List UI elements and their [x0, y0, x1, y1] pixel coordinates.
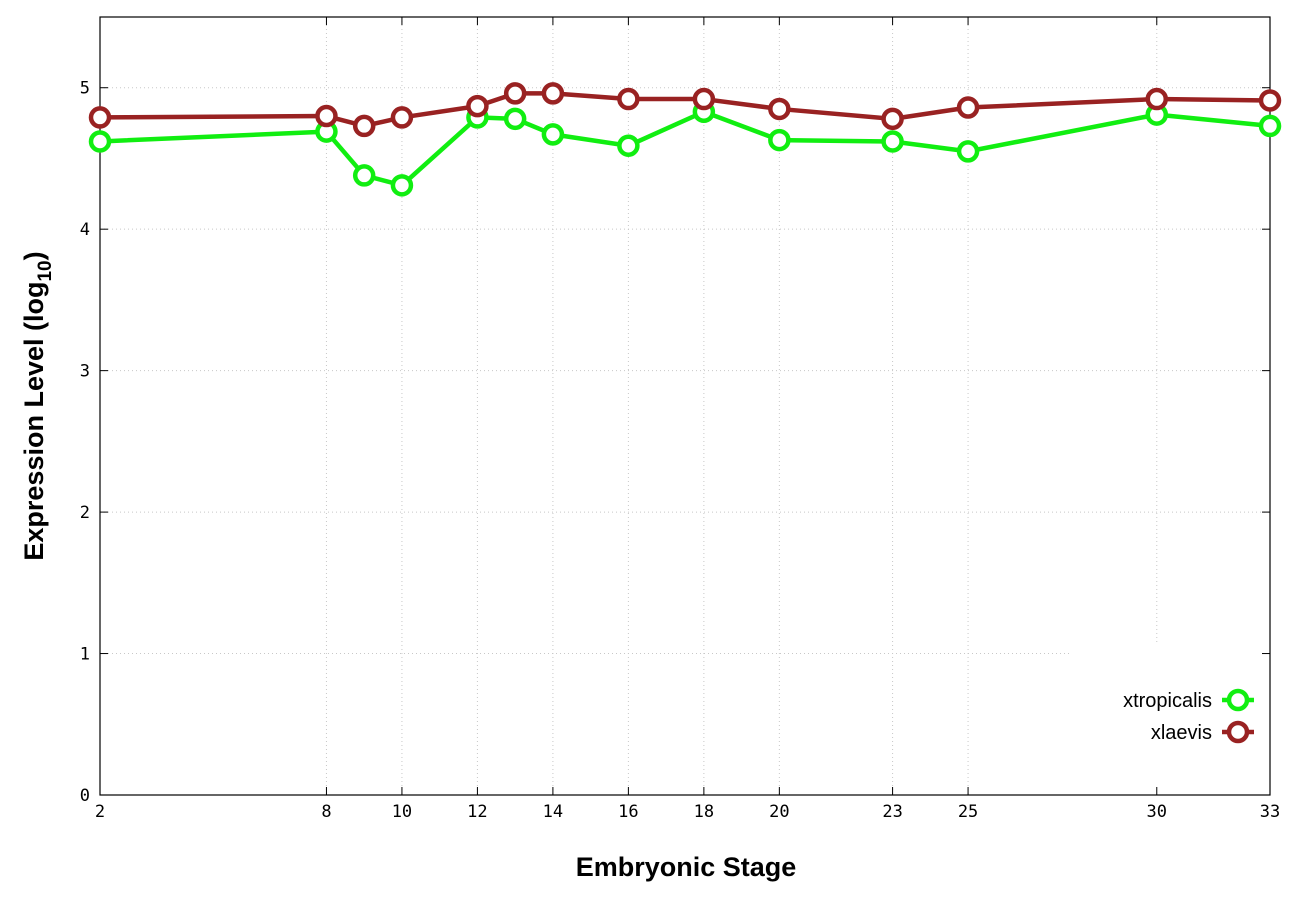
legend-swatch-marker: [1226, 720, 1250, 744]
y-tick-label: 5: [80, 79, 90, 99]
data-point: [1145, 87, 1169, 111]
data-point: [956, 140, 980, 163]
legend-item-xlaevis: xlaevis: [1151, 720, 1254, 744]
x-tick-label: 8: [321, 802, 331, 822]
x-tick-label: 14: [543, 802, 563, 822]
y-tick-label: 2: [80, 503, 90, 523]
x-tick-label: 2: [95, 802, 105, 822]
legend-swatch-marker: [1226, 688, 1250, 712]
x-tick-label: 10: [392, 802, 412, 822]
x-tick-label: 30: [1147, 802, 1167, 822]
data-point: [1258, 114, 1282, 138]
x-tick-label: 16: [618, 802, 638, 822]
series-lines: [88, 82, 1282, 197]
y-tick-label: 0: [80, 786, 90, 806]
data-point: [956, 96, 980, 119]
data-point: [315, 104, 338, 128]
legend-label: xlaevis: [1151, 722, 1212, 744]
legend-label: xtropicalis: [1123, 690, 1212, 712]
data-point: [390, 106, 414, 129]
data-point: [768, 128, 791, 152]
data-point: [541, 82, 565, 105]
x-axis-title: Embryonic Stage: [576, 852, 797, 882]
data-point: [352, 164, 376, 187]
series-xlaevis: [88, 82, 1282, 138]
y-axis-title-main: Expression Level (log: [19, 282, 49, 561]
x-tick-label: 33: [1260, 802, 1280, 822]
data-point: [466, 94, 489, 118]
grid-lines: [100, 17, 1270, 795]
data-point: [692, 87, 716, 111]
y-tick-label: 3: [80, 362, 90, 382]
data-point: [768, 97, 791, 121]
y-axis-title-close: ): [19, 251, 49, 260]
data-point: [617, 134, 640, 157]
y-axis-title-subscript: 10: [35, 260, 56, 281]
data-point: [390, 174, 414, 197]
data-point: [88, 130, 112, 153]
data-point: [617, 87, 640, 111]
x-tick-label: 25: [958, 802, 978, 822]
legend: xtropicalis xlaevis: [1123, 688, 1254, 744]
series-xtropicalis: [88, 100, 1282, 197]
legend-item-xtropicalis: xtropicalis: [1123, 688, 1254, 712]
x-tick-label: 18: [694, 802, 714, 822]
y-tick-label: 1: [80, 645, 90, 665]
y-axis-title: Expression Level (log10): [19, 251, 56, 560]
x-tick-label: 23: [882, 802, 902, 822]
x-tick-label: 12: [467, 802, 487, 822]
data-point: [88, 106, 112, 129]
data-point: [881, 130, 904, 153]
data-point: [881, 107, 904, 131]
data-point: [503, 82, 527, 105]
plot-frame: [99, 16, 1271, 796]
x-tick-label: 20: [769, 802, 789, 822]
data-point: [352, 114, 376, 138]
y-tick-label: 4: [80, 220, 90, 240]
data-point: [1258, 89, 1282, 112]
series-line: [99, 109, 1271, 188]
data-point: [503, 107, 527, 131]
data-point: [541, 123, 565, 146]
